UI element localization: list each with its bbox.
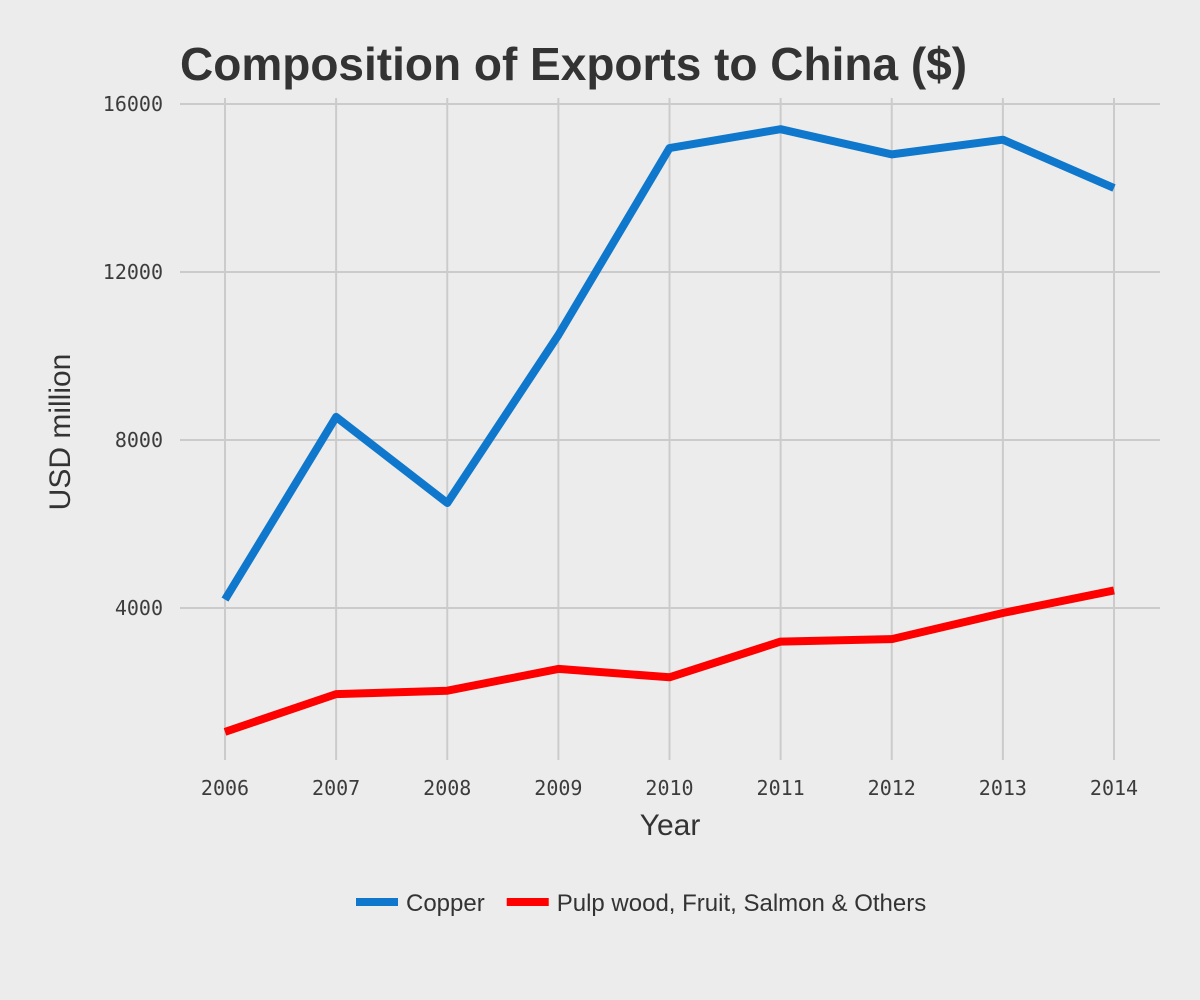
x-tick-label: 2011: [757, 776, 805, 800]
x-tick-label: 2006: [201, 776, 249, 800]
legend-label: Copper: [406, 890, 485, 917]
x-tick-label: 2010: [645, 776, 693, 800]
legend: Copper Pulp wood, Fruit, Salmon & Others: [356, 890, 926, 917]
y-axis-ticks: 4000 8000 12000 16000: [103, 92, 163, 620]
x-tick-label: 2014: [1090, 776, 1138, 800]
x-tick-label: 2008: [423, 776, 471, 800]
chart-title: Composition of Exports to China ($): [180, 38, 967, 90]
x-axis-title: Year: [640, 809, 701, 842]
x-axis-ticks: 2006 2007 2008 2009 2010 2011 2012 2013 2014: [201, 776, 1138, 800]
y-tick-label: 16000: [103, 92, 163, 116]
gridlines: [180, 98, 1160, 760]
x-tick-label: 2012: [868, 776, 916, 800]
y-axis-title: USD million: [44, 354, 77, 511]
y-tick-label: 8000: [115, 428, 163, 452]
x-tick-label: 2007: [312, 776, 360, 800]
x-tick-label: 2009: [534, 776, 582, 800]
legend-label: Pulp wood, Fruit, Salmon & Others: [557, 890, 927, 917]
x-tick-label: 2013: [979, 776, 1027, 800]
series-lines: [221, 125, 1116, 736]
y-tick-label: 12000: [103, 260, 163, 284]
y-tick-label: 4000: [115, 596, 163, 620]
